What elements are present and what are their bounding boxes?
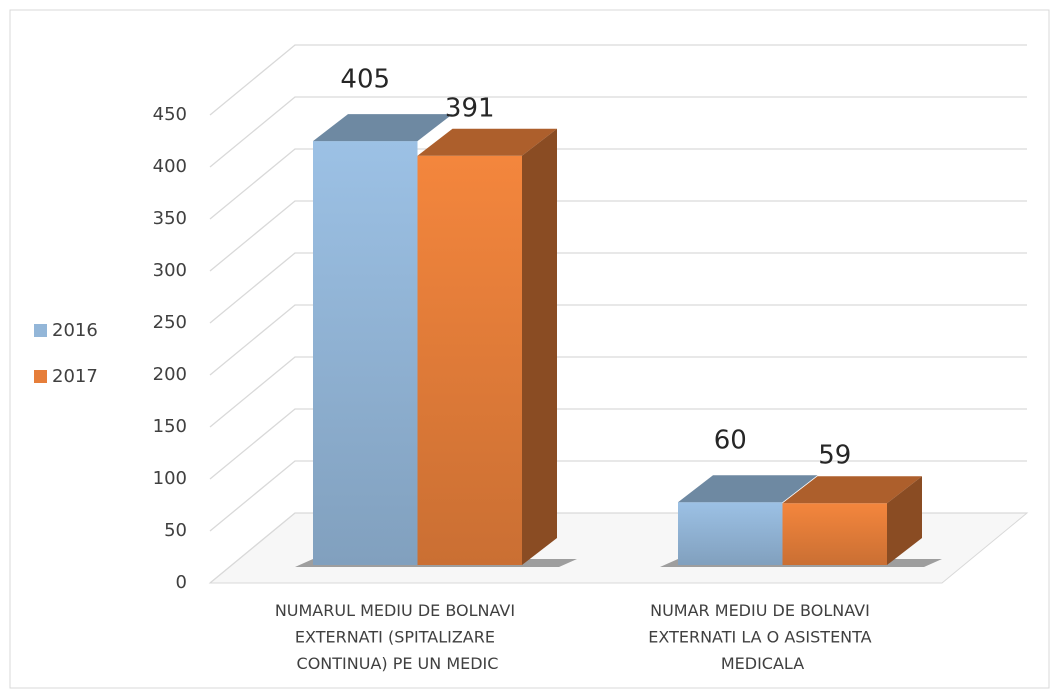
- data-label: 59: [818, 441, 851, 471]
- grid-line: [209, 460, 1027, 532]
- data-label: 405: [340, 65, 390, 95]
- bar-top: [678, 475, 818, 503]
- bar: [782, 503, 887, 565]
- bar-top: [782, 476, 922, 504]
- grid-line: [209, 356, 1027, 428]
- grid-line: [209, 148, 1027, 220]
- y-tick-label: 0: [176, 572, 187, 593]
- bar: [678, 502, 783, 565]
- grid-line: [209, 200, 1027, 272]
- legend-swatch: [34, 324, 47, 337]
- y-tick-label: 300: [153, 260, 187, 281]
- grid-line: [209, 252, 1027, 324]
- x-tick-label: NUMARUL MEDIU DE BOLNAVI EXTERNATI (SPIT…: [275, 601, 520, 673]
- y-tick-label: 150: [153, 416, 187, 437]
- x-tick-label: NUMAR MEDIU DE BOLNAVI EXTERNATI LA O AS…: [648, 601, 876, 673]
- bar-top: [313, 114, 453, 142]
- grid-line: [209, 408, 1027, 480]
- legend-label: 2017: [52, 366, 98, 387]
- grid-line: [209, 304, 1027, 376]
- data-label: 391: [445, 93, 495, 123]
- y-tick-label: 450: [153, 104, 187, 125]
- bar-top: [417, 128, 557, 156]
- y-tick-label: 250: [153, 312, 187, 333]
- y-tick-label: 400: [153, 156, 187, 177]
- bar: [417, 155, 522, 565]
- bar: [313, 141, 418, 565]
- legend-label: 2016: [52, 320, 98, 341]
- bar-side: [522, 128, 557, 565]
- y-tick-label: 50: [164, 520, 187, 541]
- y-tick-label: 200: [153, 364, 187, 385]
- data-label: 60: [714, 426, 747, 456]
- y-tick-label: 350: [153, 208, 187, 229]
- grid-line: [209, 96, 1027, 168]
- grid-line: [209, 44, 1027, 116]
- bar-side: [887, 476, 922, 565]
- legend-swatch: [34, 370, 47, 383]
- y-tick-label: 100: [153, 468, 187, 489]
